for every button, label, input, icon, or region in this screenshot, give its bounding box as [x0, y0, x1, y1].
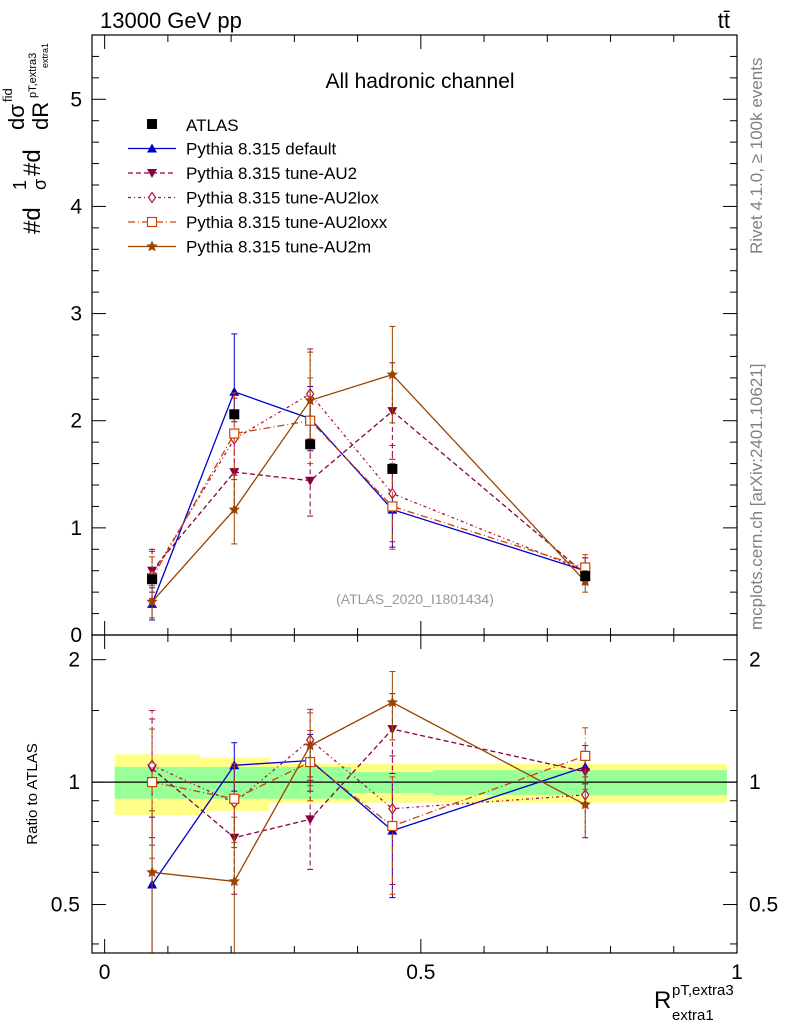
legend-label-series-0: Pythia 8.315 default: [186, 140, 337, 159]
ratio-series-lines: [146, 671, 591, 954]
ratio-marker-series-3-0: [146, 777, 158, 788]
x-tick-label-1: 0.5: [406, 961, 435, 984]
atlas-data-points: [147, 409, 591, 585]
ratio-marker-series-2-0: [147, 759, 157, 772]
x-axis-label: R pT,extra3 extra1: [654, 982, 734, 1024]
legend-marker-series-2: [147, 191, 157, 204]
main-series-lines: [146, 325, 591, 621]
legend-label-series-4: Pythia 8.315 tune-AU2m: [186, 238, 371, 257]
y-label-frac2-den-sub: extra1: [40, 43, 50, 68]
ratio-ytick-label-right-2: 2: [749, 649, 761, 672]
ratio-ytick-label-left-0: 0.5: [51, 894, 80, 917]
y-label-frac2-den-sup: pT,extra3: [27, 53, 39, 98]
x-tick-label-0: 0: [99, 961, 111, 984]
legend: ATLAS Pythia 8.315 default Pythia 8.315 tu…: [128, 116, 388, 257]
main-marker-series-4-0: [146, 595, 158, 607]
legend-marker-series-1: [147, 169, 157, 178]
x-tick-label-2: 1: [731, 961, 743, 984]
main-ytick-label-4: 4: [70, 195, 82, 218]
y-label-frac2-num: dσ: [4, 104, 29, 130]
main-axis-ticks: 0 1 2 3 4 5: [70, 35, 738, 647]
legend-marker-series-3: [146, 216, 158, 228]
y-label-frac1-den: σ: [30, 179, 50, 190]
x-label-sup: pT,extra3: [672, 982, 734, 999]
main-marker-series-4-3: [386, 368, 399, 380]
main-line-series-0: [151, 390, 586, 605]
ratio-marker-series-3-4: [580, 750, 591, 761]
atlas-data-point-3: [387, 463, 398, 474]
analysis-tag: (ATLAS_2020_I1801434): [336, 591, 494, 607]
y-label-prefix-2: #d: [19, 149, 46, 176]
y-label-frac2-num-sup: fid: [0, 88, 15, 102]
ratio-marker-series-1-2: [305, 815, 316, 825]
ratio-marker-series-3-1: [229, 793, 240, 804]
process-label: tt̄: [718, 8, 730, 33]
atlas-data-point-2: [305, 439, 316, 450]
atlas-data-point-0: [147, 574, 158, 585]
main-marker-series-1-2: [305, 476, 316, 486]
ratio-marker-series-4-1: [228, 875, 240, 887]
collision-energy-label: 13000 GeV pp: [100, 8, 242, 33]
legend-marker-series-4: [146, 240, 158, 252]
y-label-frac1-num: 1: [10, 180, 30, 190]
ratio-marker-series-4-4: [579, 798, 591, 810]
main-ytick-label-1: 1: [70, 517, 82, 540]
x-label-main: R: [654, 987, 671, 1014]
ratio-axis-ticks: 0.5 0.5 1 1 2 2 0 0.5 1: [51, 635, 778, 984]
main-marker-series-3-3: [387, 501, 398, 512]
main-marker-series-1-1: [229, 468, 240, 478]
y-label-frac2-den: dR: [28, 102, 53, 130]
chart-title: All hadronic channel: [325, 70, 514, 93]
main-line-series-2: [151, 393, 586, 576]
ratio-line-series-2: [151, 739, 586, 810]
ratio-marker-series-4-0: [146, 866, 158, 878]
rivet-version-label: Rivet 4.1.0, ≥ 100k events: [747, 58, 766, 254]
ratio-ytick-label-left-1: 1: [68, 771, 80, 794]
main-ytick-label-2: 2: [70, 410, 82, 433]
atlas-data-point-1: [229, 409, 240, 420]
main-y-axis-label: #d 1 σ #d dσ fid dR pT,extra3 extra1: [0, 43, 53, 234]
ratio-marker-series-3-3: [387, 820, 398, 832]
main-ytick-label-3: 3: [70, 303, 82, 326]
ratio-marker-series-4-2: [304, 739, 316, 751]
ratio-ytick-label-left-2: 2: [68, 649, 80, 672]
ratio-ytick-label-right-0: 0.5: [749, 894, 778, 917]
ratio-ytick-label-right-1: 1: [749, 771, 761, 794]
main-ytick-label-5: 5: [70, 88, 82, 111]
ratio-marker-series-4-3: [386, 696, 399, 708]
legend-label-series-1: Pythia 8.315 tune-AU2: [186, 164, 357, 183]
legend-marker-atlas: [147, 119, 157, 129]
main-marker-series-0-1: [229, 386, 240, 396]
main-line-series-3: [151, 420, 586, 579]
mcplots-credit-label: mcplots.cern.ch [arXiv:2401.10621]: [747, 364, 766, 630]
legend-label-series-2: Pythia 8.315 tune-AU2lox: [186, 189, 379, 208]
main-marker-series-3-1: [229, 428, 240, 439]
main-line-series-4: [151, 373, 586, 603]
main-marker-series-4-1: [228, 503, 240, 515]
main-plot-panel: 0 1 2 3 4 5 All hadronic channel (ATLAS_2020_…: [70, 34, 738, 647]
ratio-plot-panel: 0.5 0.5 1 1 2 2 0 0.5 1 Ratio to ATLAS: [24, 634, 778, 984]
main-marker-series-4-2: [304, 394, 316, 406]
legend-label-series-3: Pythia 8.315 tune-AU2loxx: [186, 213, 388, 232]
legend-label-atlas: ATLAS: [186, 116, 239, 135]
main-ytick-label-0: 0: [70, 624, 82, 647]
ratio-frame: [91, 634, 738, 954]
legend-marker-series-0: [147, 143, 157, 153]
atlas-data-point-4: [580, 571, 591, 582]
y-label-prefix-1: #d: [19, 207, 46, 234]
ratio-y-axis-label: Ratio to ATLAS: [24, 743, 41, 844]
x-label-sub: extra1: [672, 1007, 714, 1024]
